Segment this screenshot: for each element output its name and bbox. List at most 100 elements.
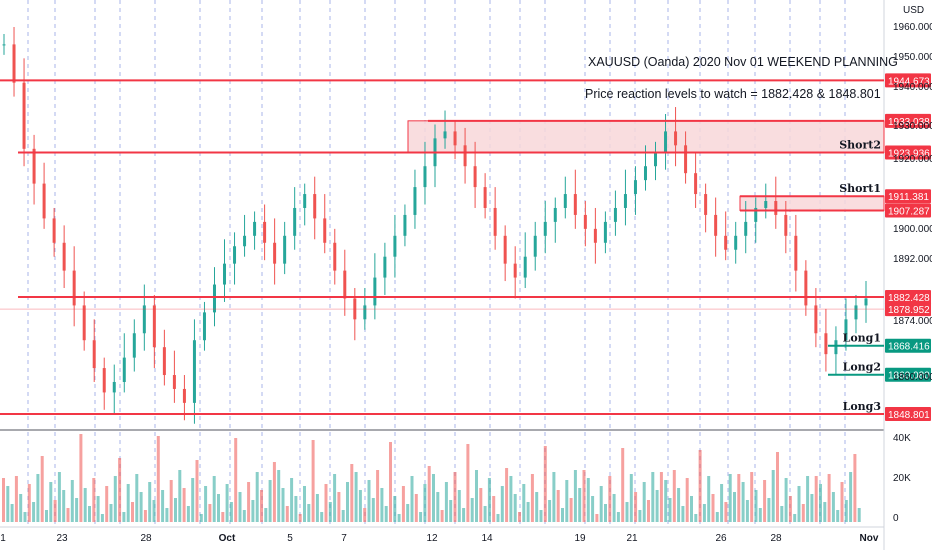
- volume-bar: [827, 474, 831, 522]
- volume-bar: [122, 512, 126, 522]
- volume-bar: [819, 484, 822, 522]
- volume-bar: [548, 500, 552, 522]
- zone-short1: [739, 195, 885, 211]
- x-tick-label: 28: [770, 533, 782, 544]
- candle-body: [563, 194, 567, 208]
- volume-bar: [389, 442, 392, 522]
- price-tag-1878.952: [885, 302, 931, 317]
- volume-bar: [337, 492, 341, 522]
- x-tick-label: 7: [341, 533, 347, 544]
- candle-body: [343, 270, 347, 299]
- volume-bar: [814, 476, 818, 522]
- volume-bar: [294, 496, 298, 522]
- candle-body: [202, 312, 206, 341]
- volume-bar: [199, 514, 203, 522]
- candle-body: [192, 340, 196, 403]
- volume-bar: [685, 478, 689, 522]
- x-tick-label: Nov: [860, 533, 879, 544]
- volume-bar: [801, 504, 805, 522]
- candle-body: [704, 194, 708, 215]
- volume-bar: [659, 472, 663, 522]
- volume-bar: [174, 498, 177, 522]
- volume-bar: [745, 500, 749, 522]
- level-name-long1: Long1: [843, 332, 881, 345]
- volume-bar: [586, 478, 590, 522]
- volume-bar: [66, 508, 70, 522]
- volume-bar: [552, 472, 556, 522]
- candle-body: [2, 44, 6, 46]
- x-tick-label: 14: [481, 533, 493, 544]
- volume-bar: [57, 472, 61, 522]
- y-tick-label: 1920.000: [893, 154, 932, 165]
- zone-short2: [407, 120, 885, 154]
- volume-bar: [169, 480, 173, 522]
- volume-bar: [303, 486, 306, 522]
- volume-bar: [109, 504, 113, 522]
- volume-bar: [152, 500, 156, 522]
- volume-bar: [677, 488, 681, 522]
- candle-body: [593, 228, 597, 243]
- volume-bar: [582, 470, 586, 522]
- volume-bar: [823, 502, 827, 522]
- volume-bar: [556, 490, 560, 522]
- volume-bar: [285, 506, 289, 522]
- volume-bar: [264, 508, 268, 522]
- volume-bar: [690, 496, 693, 522]
- candle-body: [794, 235, 798, 271]
- volume-bar: [810, 494, 814, 522]
- candle-body: [22, 82, 26, 149]
- candle-body: [443, 131, 447, 139]
- volume-bar: [96, 496, 100, 522]
- candle-body: [243, 235, 247, 247]
- volume-bar: [432, 474, 435, 522]
- volume-bar: [23, 512, 27, 522]
- x-tick-label: 26: [715, 533, 727, 544]
- volume-bar: [251, 500, 255, 522]
- y-tick-label: 1950.000: [893, 52, 932, 63]
- candle-body: [223, 263, 227, 285]
- candle-body: [784, 214, 788, 236]
- volume-bar: [376, 470, 380, 522]
- candle-body: [233, 246, 237, 264]
- candle-body: [82, 305, 86, 341]
- volume-bar: [668, 498, 672, 522]
- volume-bar: [45, 510, 48, 522]
- candle-body: [453, 131, 457, 146]
- x-tick-label: 19: [574, 533, 586, 544]
- volume-bar: [724, 502, 728, 522]
- volume-bar: [6, 486, 10, 522]
- candle-body: [32, 148, 36, 184]
- volume-bar: [453, 472, 457, 522]
- volume-bar: [784, 478, 788, 522]
- volume-bar: [49, 482, 53, 522]
- volume-bar: [70, 480, 74, 522]
- volume-bar: [358, 490, 362, 522]
- volume-bar: [419, 512, 423, 522]
- candle-body: [623, 194, 627, 208]
- volume-bar: [401, 486, 405, 522]
- volume-bar: [444, 482, 448, 522]
- candle-body: [714, 214, 718, 236]
- candle-body: [363, 305, 367, 320]
- candle-body: [764, 201, 768, 208]
- price-tag-label: 1923.936: [888, 149, 930, 160]
- volume-bar: [479, 488, 483, 522]
- candle-body: [313, 194, 317, 219]
- volume-bar: [315, 494, 319, 522]
- volume-bar: [591, 496, 595, 522]
- volume-bar: [715, 512, 719, 522]
- volume-bars: [2, 434, 861, 522]
- volume-bar: [242, 510, 246, 522]
- candle-body: [734, 235, 738, 250]
- level-name-long2: Long2: [843, 361, 881, 374]
- volume-bar: [535, 492, 539, 522]
- candle-body: [664, 131, 668, 153]
- candle-body: [674, 131, 678, 146]
- candle-body: [613, 207, 617, 222]
- volume-bar: [36, 474, 40, 522]
- candle-body: [303, 194, 307, 208]
- volume-bar: [522, 484, 526, 522]
- candle-body: [603, 221, 607, 243]
- volume-tick-label: 20K: [893, 473, 911, 484]
